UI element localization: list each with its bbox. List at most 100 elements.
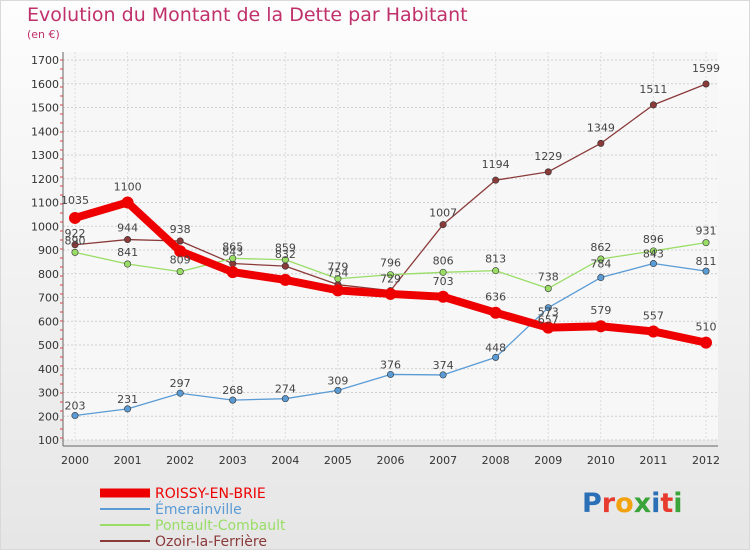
x-tick-label: 2009 <box>534 454 562 467</box>
y-tick-label: 800 <box>38 268 59 281</box>
data-point <box>594 320 607 333</box>
data-label: 1194 <box>482 158 510 171</box>
data-label: 784 <box>590 258 611 271</box>
data-label: 896 <box>643 233 664 246</box>
data-point <box>544 304 552 312</box>
data-label: 813 <box>485 253 506 266</box>
data-point <box>71 241 79 249</box>
data-point <box>649 260 657 268</box>
logo-letter: x <box>633 488 652 519</box>
data-point <box>281 262 289 270</box>
data-point <box>492 176 500 184</box>
data-point <box>69 211 81 224</box>
data-point <box>176 389 184 397</box>
data-point <box>544 168 552 176</box>
legend-label: Pontault-Combault <box>155 518 286 534</box>
data-label: 1100 <box>114 181 142 194</box>
x-tick-label: 2003 <box>219 454 247 467</box>
y-tick-label: 1000 <box>31 220 59 233</box>
x-tick-label: 2007 <box>429 454 457 467</box>
data-label: 922 <box>65 227 86 240</box>
legend: ROISSY-EN-BRIEÉmerainvillePontault-Comba… <box>100 486 286 550</box>
data-point <box>386 370 394 378</box>
data-label: 573 <box>538 306 559 319</box>
x-tick-label: 2011 <box>639 454 667 467</box>
data-point <box>700 336 712 349</box>
x-tick-label: 2005 <box>324 454 352 467</box>
data-point <box>229 396 237 404</box>
axes: 1002003004005006007008009001000110012001… <box>31 52 720 467</box>
data-point <box>176 268 184 276</box>
data-label: 448 <box>485 341 506 354</box>
y-tick-label: 900 <box>38 244 59 257</box>
data-label: 859 <box>275 242 296 255</box>
y-tick-label: 400 <box>38 363 59 376</box>
x-tick-label: 2000 <box>61 454 89 467</box>
data-label: 231 <box>117 393 138 406</box>
data-label: 729 <box>380 273 401 286</box>
y-tick-label: 600 <box>38 315 59 328</box>
data-point <box>176 237 184 245</box>
data-label: 865 <box>222 240 243 253</box>
logo-letter: i <box>651 488 661 519</box>
y-tick-label: 1200 <box>31 173 59 186</box>
y-tick-label: 100 <box>38 434 59 447</box>
data-point <box>489 306 502 319</box>
y-tick-label: 200 <box>38 410 59 423</box>
data-label: 862 <box>590 241 611 254</box>
logo-letter: t <box>660 488 674 519</box>
data-point <box>281 395 289 403</box>
y-tick-label: 300 <box>38 387 59 400</box>
data-point <box>334 275 342 283</box>
data-label: 841 <box>117 246 138 259</box>
data-label: 754 <box>327 267 348 280</box>
x-tick-label: 2010 <box>587 454 615 467</box>
data-label: 843 <box>222 246 243 259</box>
data-label: 944 <box>117 222 138 235</box>
logo-letter: P <box>582 488 602 519</box>
data-label: 268 <box>222 384 243 397</box>
data-point <box>226 266 239 279</box>
logo-letter: i <box>673 488 683 519</box>
data-label: 510 <box>696 321 717 334</box>
data-label: 274 <box>275 383 296 396</box>
data-point <box>597 255 605 263</box>
data-point <box>334 386 342 394</box>
y-tick-label: 700 <box>38 292 59 305</box>
data-label: 809 <box>170 254 191 267</box>
data-label: 843 <box>643 248 664 261</box>
data-point <box>544 284 552 292</box>
data-label: 806 <box>433 254 454 267</box>
legend-label: Émerainville <box>155 501 242 518</box>
data-point <box>124 236 132 244</box>
chart-title: Evolution du Montant de la Dette par Hab… <box>27 4 468 26</box>
data-point <box>124 260 132 268</box>
data-point <box>597 139 605 147</box>
y-tick-label: 1600 <box>31 78 59 91</box>
data-point <box>281 256 289 264</box>
x-tick-label: 2001 <box>114 454 142 467</box>
y-tick-label: 1700 <box>31 54 59 67</box>
data-point <box>71 248 79 256</box>
x-tick-label: 2008 <box>482 454 510 467</box>
data-label: 1511 <box>639 83 667 96</box>
legend-label: ROISSY-EN-BRIE <box>155 486 266 502</box>
data-point <box>279 273 292 286</box>
data-label: 796 <box>380 257 401 270</box>
data-label: 811 <box>696 255 717 268</box>
logo-letter: o <box>615 488 634 519</box>
data-point <box>649 101 657 109</box>
data-point <box>229 254 237 262</box>
y-tick-label: 1400 <box>31 125 59 138</box>
data-label: 203 <box>65 400 86 413</box>
data-label: 636 <box>485 291 506 304</box>
legend-label: Ozoir-la-Ferrière <box>155 534 267 550</box>
data-point <box>702 239 710 247</box>
data-point <box>174 245 187 258</box>
x-tick-label: 2002 <box>166 454 194 467</box>
data-label: 938 <box>170 223 191 236</box>
data-label: 890 <box>65 234 86 247</box>
data-point <box>386 271 394 279</box>
data-label: 374 <box>433 359 454 372</box>
